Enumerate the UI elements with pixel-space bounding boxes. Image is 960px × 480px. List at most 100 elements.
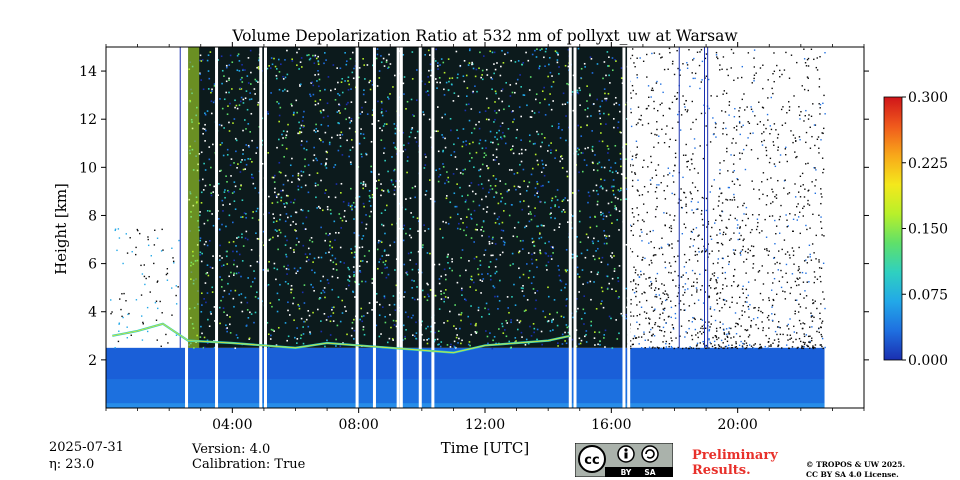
noise-pixel: [668, 47, 671, 50]
noise-pixel: [789, 213, 791, 215]
noise-pixel: [777, 133, 780, 136]
noise-pixel: [718, 310, 721, 312]
noise-pixel: [335, 183, 338, 185]
noise-pixel: [456, 334, 458, 336]
noise-pixel: [646, 76, 648, 78]
eta-label: η: 23.0: [49, 457, 95, 472]
noise-pixel: [735, 125, 738, 127]
noise-pixel: [218, 306, 221, 309]
noise-pixel: [257, 81, 259, 83]
noise-pixel: [757, 271, 760, 273]
noise-pixel: [404, 208, 407, 211]
noise-pixel: [331, 309, 333, 311]
noise-pixel: [770, 128, 773, 131]
noise-pixel: [794, 310, 796, 312]
noise-pixel: [668, 343, 671, 345]
noise-pixel: [457, 213, 459, 216]
noise-pixel: [556, 61, 559, 64]
noise-pixel: [714, 319, 717, 322]
cc-by-sa-badge[interactable]: cc BY SA: [575, 443, 673, 477]
noise-pixel: [625, 198, 627, 200]
noise-pixel: [693, 238, 695, 241]
noise-pixel: [795, 140, 797, 142]
noise-pixel: [225, 327, 228, 330]
noise-pixel: [666, 293, 668, 295]
noise-pixel: [492, 154, 495, 156]
noise-pixel: [764, 218, 766, 221]
noise-pixel: [492, 175, 495, 177]
noise-pixel: [110, 312, 112, 315]
noise-pixel: [821, 335, 823, 338]
noise-pixel: [696, 51, 699, 53]
noise-pixel: [481, 163, 484, 166]
noise-pixel: [410, 317, 413, 319]
noise-pixel: [304, 184, 307, 187]
noise-pixel: [433, 200, 436, 203]
noise-pixel: [612, 179, 615, 181]
noise-pixel: [552, 318, 555, 321]
noise-pixel: [439, 345, 442, 348]
noise-pixel: [511, 91, 514, 94]
noise-pixel: [498, 328, 500, 330]
noise-pixel: [744, 250, 747, 253]
noise-pixel: [384, 321, 387, 324]
noise-pixel: [361, 260, 364, 262]
noise-pixel: [390, 179, 393, 181]
noise-pixel: [256, 291, 258, 294]
noise-pixel: [696, 344, 698, 346]
noise-pixel: [664, 224, 667, 227]
noise-pixel: [218, 123, 221, 126]
noise-pixel: [202, 132, 204, 135]
noise-pixel: [320, 163, 323, 165]
noise-pixel: [795, 338, 797, 341]
noise-pixel: [618, 229, 620, 231]
noise-pixel: [249, 49, 252, 52]
noise-pixel: [767, 272, 769, 274]
noise-pixel: [270, 57, 273, 59]
noise-pixel: [473, 257, 476, 260]
noise-pixel: [706, 226, 708, 228]
noise-pixel: [244, 168, 247, 170]
noise-pixel: [675, 98, 678, 101]
noise-pixel: [383, 65, 386, 67]
noise-pixel: [691, 269, 694, 272]
noise-pixel: [650, 183, 652, 185]
noise-pixel: [487, 167, 490, 169]
noise-pixel: [487, 273, 489, 275]
noise-pixel: [758, 189, 760, 191]
noise-pixel: [345, 310, 347, 312]
noise-pixel: [789, 292, 791, 295]
noise-pixel: [778, 161, 781, 163]
noise-pixel: [768, 327, 770, 329]
noise-pixel: [775, 129, 777, 131]
noise-pixel: [648, 96, 650, 99]
noise-pixel: [395, 320, 398, 322]
noise-pixel: [811, 315, 814, 317]
noise-pixel: [278, 114, 281, 117]
noise-pixel: [343, 210, 346, 212]
noise-pixel: [505, 319, 508, 322]
noise-pixel: [661, 102, 663, 104]
noise-pixel: [224, 196, 226, 199]
noise-pixel: [300, 174, 303, 177]
noise-pixel: [808, 114, 810, 116]
noise-pixel: [655, 186, 658, 189]
noise-pixel: [202, 88, 205, 91]
noise-pixel: [334, 98, 337, 101]
noise-pixel: [385, 260, 387, 262]
noise-pixel: [299, 130, 301, 133]
noise-pixel: [571, 192, 574, 194]
noise-pixel: [614, 59, 616, 61]
noise-pixel: [774, 243, 776, 245]
noise-pixel: [447, 296, 449, 299]
noise-pixel: [267, 152, 270, 154]
noise-pixel: [450, 343, 452, 346]
noise-pixel: [381, 272, 383, 274]
noise-pixel: [242, 153, 244, 155]
noise-pixel: [816, 57, 818, 59]
noise-pixel: [503, 241, 506, 244]
noise-pixel: [412, 216, 415, 218]
noise-pixel: [313, 154, 316, 156]
noise-pixel: [610, 166, 612, 169]
noise-pixel: [736, 227, 739, 229]
